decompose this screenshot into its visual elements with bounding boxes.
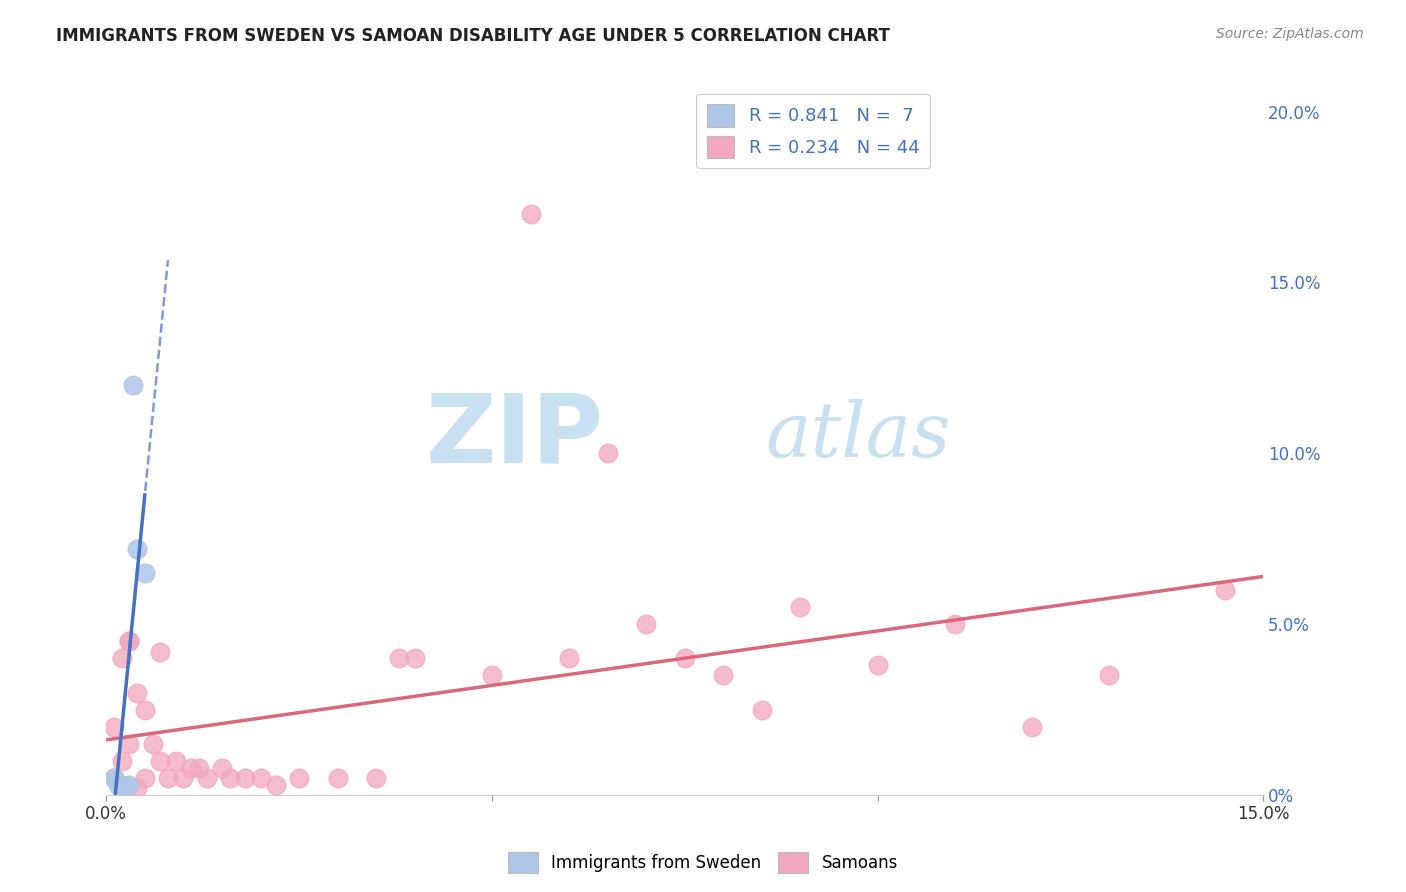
Point	[111, 778, 134, 792]
Point	[388, 651, 411, 665]
Point	[141, 737, 163, 751]
Text: ZIP: ZIP	[426, 390, 603, 483]
Point	[366, 771, 388, 785]
Point	[519, 207, 541, 221]
Point	[103, 771, 125, 785]
Legend: R = 0.841   N =  7, R = 0.234   N = 44: R = 0.841 N = 7, R = 0.234 N = 44	[696, 94, 931, 169]
Point	[149, 754, 172, 768]
Point	[211, 761, 233, 775]
Point	[187, 761, 209, 775]
Point	[127, 685, 149, 699]
Point	[596, 446, 619, 460]
Point	[156, 771, 179, 785]
Point	[636, 617, 658, 632]
Point	[711, 668, 734, 682]
Point	[127, 781, 149, 796]
Point	[127, 541, 149, 556]
Point	[118, 737, 141, 751]
Point	[111, 754, 134, 768]
Point	[122, 378, 145, 392]
Point	[134, 566, 156, 580]
Point	[218, 771, 240, 785]
Point	[165, 754, 187, 768]
Point	[264, 778, 287, 792]
Text: Source: ZipAtlas.com: Source: ZipAtlas.com	[1216, 27, 1364, 41]
Point	[233, 771, 256, 785]
Point	[103, 720, 125, 734]
Point	[111, 651, 134, 665]
Point	[1213, 582, 1236, 597]
Point	[326, 771, 349, 785]
Text: atlas: atlas	[766, 400, 952, 474]
Point	[195, 771, 218, 785]
Point	[172, 771, 194, 785]
Point	[118, 634, 141, 648]
Point	[789, 600, 811, 615]
Point	[103, 771, 125, 785]
Point	[558, 651, 581, 665]
Point	[866, 658, 889, 673]
Point	[107, 778, 129, 792]
Point	[943, 617, 966, 632]
Point	[149, 644, 172, 658]
Legend: Immigrants from Sweden, Samoans: Immigrants from Sweden, Samoans	[502, 846, 904, 880]
Point	[751, 703, 773, 717]
Point	[118, 778, 141, 792]
Point	[118, 634, 141, 648]
Text: IMMIGRANTS FROM SWEDEN VS SAMOAN DISABILITY AGE UNDER 5 CORRELATION CHART: IMMIGRANTS FROM SWEDEN VS SAMOAN DISABIL…	[56, 27, 890, 45]
Point	[673, 651, 696, 665]
Point	[404, 651, 426, 665]
Point	[180, 761, 202, 775]
Point	[249, 771, 271, 785]
Point	[134, 771, 156, 785]
Point	[1021, 720, 1043, 734]
Point	[288, 771, 311, 785]
Point	[1098, 668, 1121, 682]
Point	[481, 668, 503, 682]
Point	[134, 703, 156, 717]
